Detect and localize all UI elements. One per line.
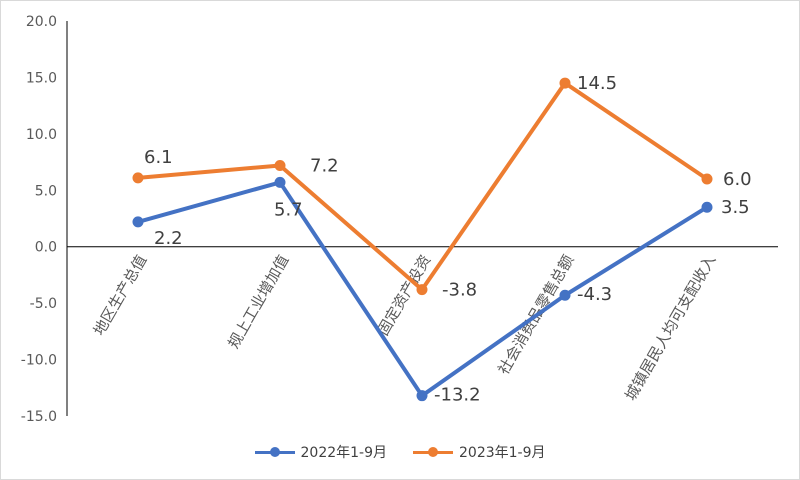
series-0-marker <box>701 201 713 213</box>
y-tick-label: -15.0 <box>21 409 57 425</box>
series-0-data-label: 2.2 <box>154 228 183 249</box>
series-0-marker <box>132 216 144 228</box>
legend-item-2022: 2022年1-9月 <box>254 442 388 462</box>
series-0-data-label: -13.2 <box>434 385 481 406</box>
series-1-data-label: 7.2 <box>310 155 339 176</box>
series-0-marker <box>416 390 428 402</box>
y-tick-label: 20.0 <box>26 14 57 30</box>
legend-swatch-2023 <box>413 446 453 457</box>
series-0-data-label: -4.3 <box>577 284 612 305</box>
x-category-label: 城镇居民人均可支配收入 <box>621 252 719 404</box>
legend-label-2023: 2023年1-9月 <box>459 445 546 461</box>
y-tick-label: -5.0 <box>30 296 57 312</box>
x-category-label: 固定资产投资 <box>374 252 435 339</box>
series-1-marker <box>701 173 713 185</box>
series-1-data-label: 6.1 <box>144 147 173 168</box>
legend-item-2023: 2023年1-9月 <box>413 442 546 462</box>
legend: 2022年1-9月 2023年1-9月 <box>0 437 800 467</box>
series-1-marker <box>132 172 144 184</box>
series-0-marker <box>559 289 571 301</box>
series-1-marker <box>559 77 571 89</box>
x-category-label: 规上工业增加值 <box>224 252 292 352</box>
series-1-marker <box>416 284 428 296</box>
legend-label-2022: 2022年1-9月 <box>300 445 388 461</box>
series-1-marker <box>274 159 286 171</box>
series-0-marker <box>274 176 286 188</box>
series-1-data-label: 6.0 <box>723 169 752 190</box>
legend-swatch-2022 <box>254 446 295 457</box>
series-1-data-label: 14.5 <box>577 73 617 94</box>
series-0-data-label: 3.5 <box>721 197 750 218</box>
y-tick-label: 10.0 <box>26 127 57 143</box>
series-1-data-label: -3.8 <box>442 280 477 301</box>
y-tick-label: 5.0 <box>35 183 57 199</box>
series-0-data-label: 5.7 <box>274 199 303 220</box>
y-tick-label: 0.0 <box>35 240 57 256</box>
y-tick-label: -10.0 <box>21 353 57 369</box>
y-tick-label: 15.0 <box>26 70 57 86</box>
x-category-label: 地区生产总值 <box>90 252 151 339</box>
